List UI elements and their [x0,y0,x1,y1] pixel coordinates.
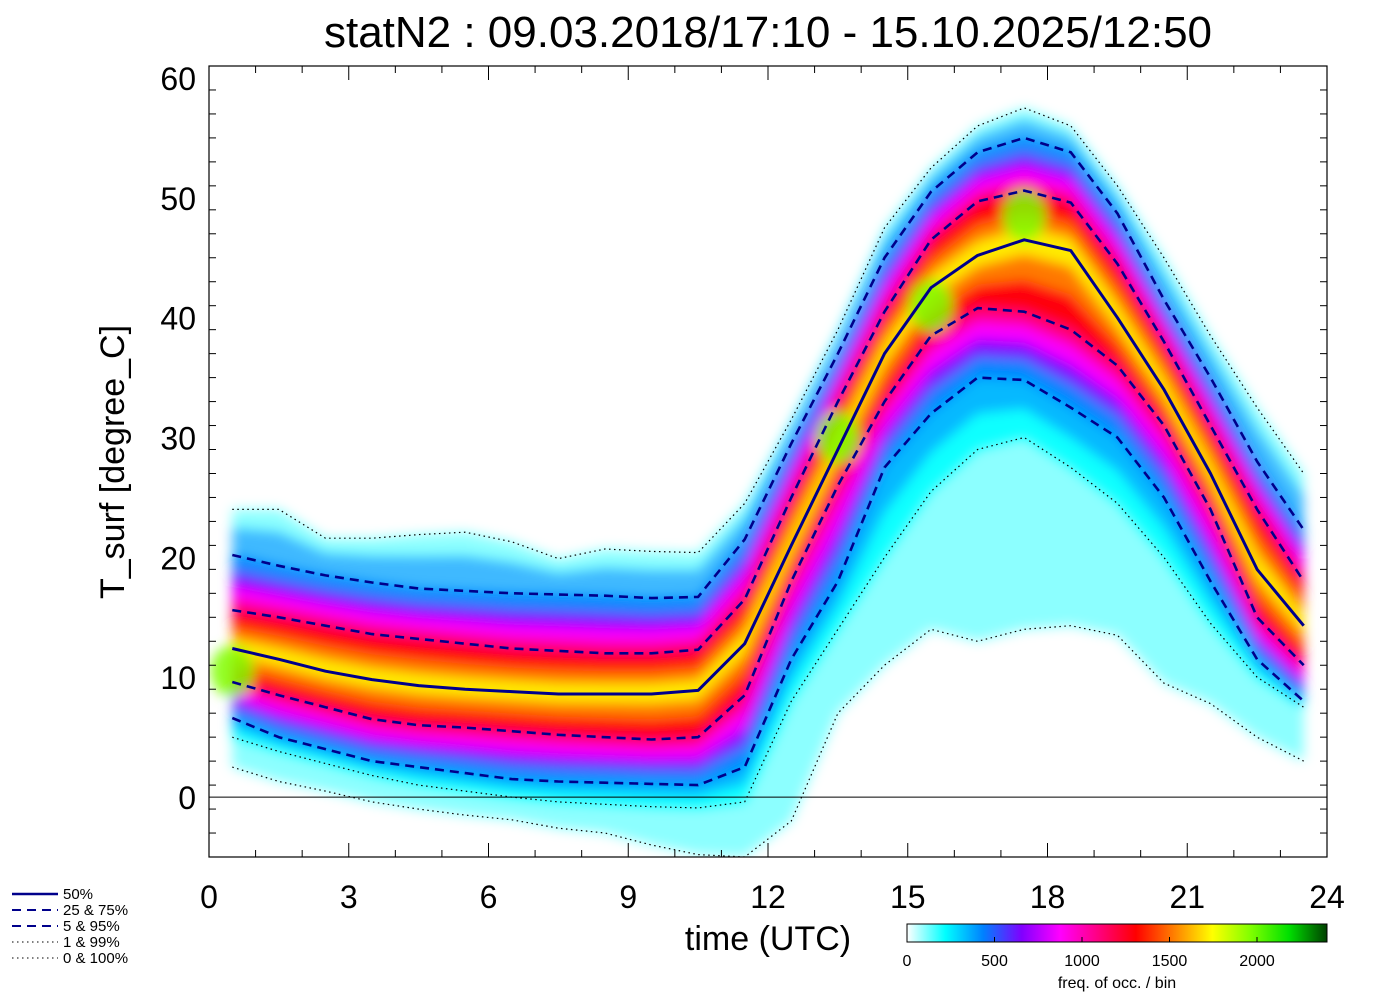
y-tick-label: 30 [160,421,196,457]
frequency-heatmap [210,107,1304,857]
x-tick-label: 9 [619,879,637,915]
x-tick-label: 18 [1030,879,1066,915]
y-axis-label: T_surf [degree_C] [94,325,132,599]
colorbar-label: freq. of occ. / bin [1058,975,1176,992]
legend: 50%25 & 75%5 & 95%1 & 99%0 & 100% [12,886,128,967]
colorbar-tick-label: 1000 [1064,953,1100,970]
heatmap-peak-3 [210,645,255,698]
y-tick-label: 50 [160,181,196,217]
x-tick-label: 12 [750,879,786,915]
plot-axes [208,65,1328,858]
series-line-0 [232,625,1304,857]
x-tick-label: 3 [340,879,358,915]
legend-label-0: 50% [63,886,93,903]
legend-label-1: 25 & 75% [63,902,128,919]
y-tick-label: 60 [160,61,196,97]
colorbar-tick-label: 1500 [1152,953,1188,970]
legend-label-4: 0 & 100% [63,950,128,967]
x-tick-label: 0 [200,879,218,915]
x-tick-label: 21 [1169,879,1205,915]
colorbar-tick-label: 0 [903,953,912,970]
y-tick-label: 20 [160,540,196,576]
series-line-6 [232,136,1305,600]
series-line-5 [232,189,1305,655]
tick-labels: 0 3 6 9 12 15 18 21 24 0 10 20 30 40 50 60 [160,61,1344,915]
y-tick-label: 0 [178,780,196,816]
heatmap-peak-1 [909,279,954,332]
chart-title: statN2 : 09.03.2018/17:10 - 15.10.2025/1… [324,8,1212,57]
colorbar: freq. of occ. / bin 0 500 1000 1500 2000 [903,923,1328,992]
heatmap-peak-2 [1002,189,1047,242]
y-tick-label: 10 [160,660,196,696]
x-tick-label: 15 [890,879,926,915]
series-line-4 [231,238,1305,696]
colorbar-tick-label: 2000 [1239,953,1275,970]
percentile-lines [231,107,1305,857]
legend-label-3: 1 & 99% [63,934,120,951]
x-tick-label: 6 [480,879,498,915]
x-tick-label: 24 [1309,879,1345,915]
colorbar-bar [906,923,1328,943]
x-axis-label: time (UTC) [685,920,851,958]
series-line-3 [231,306,1305,741]
y-tick-label: 40 [160,301,196,337]
legend-label-2: 5 & 95% [63,918,120,935]
series-line-2 [231,376,1305,787]
heatmap-band-6 [232,180,1304,749]
series-line-1 [232,436,1305,809]
colorbar-tick-label: 500 [981,953,1008,970]
